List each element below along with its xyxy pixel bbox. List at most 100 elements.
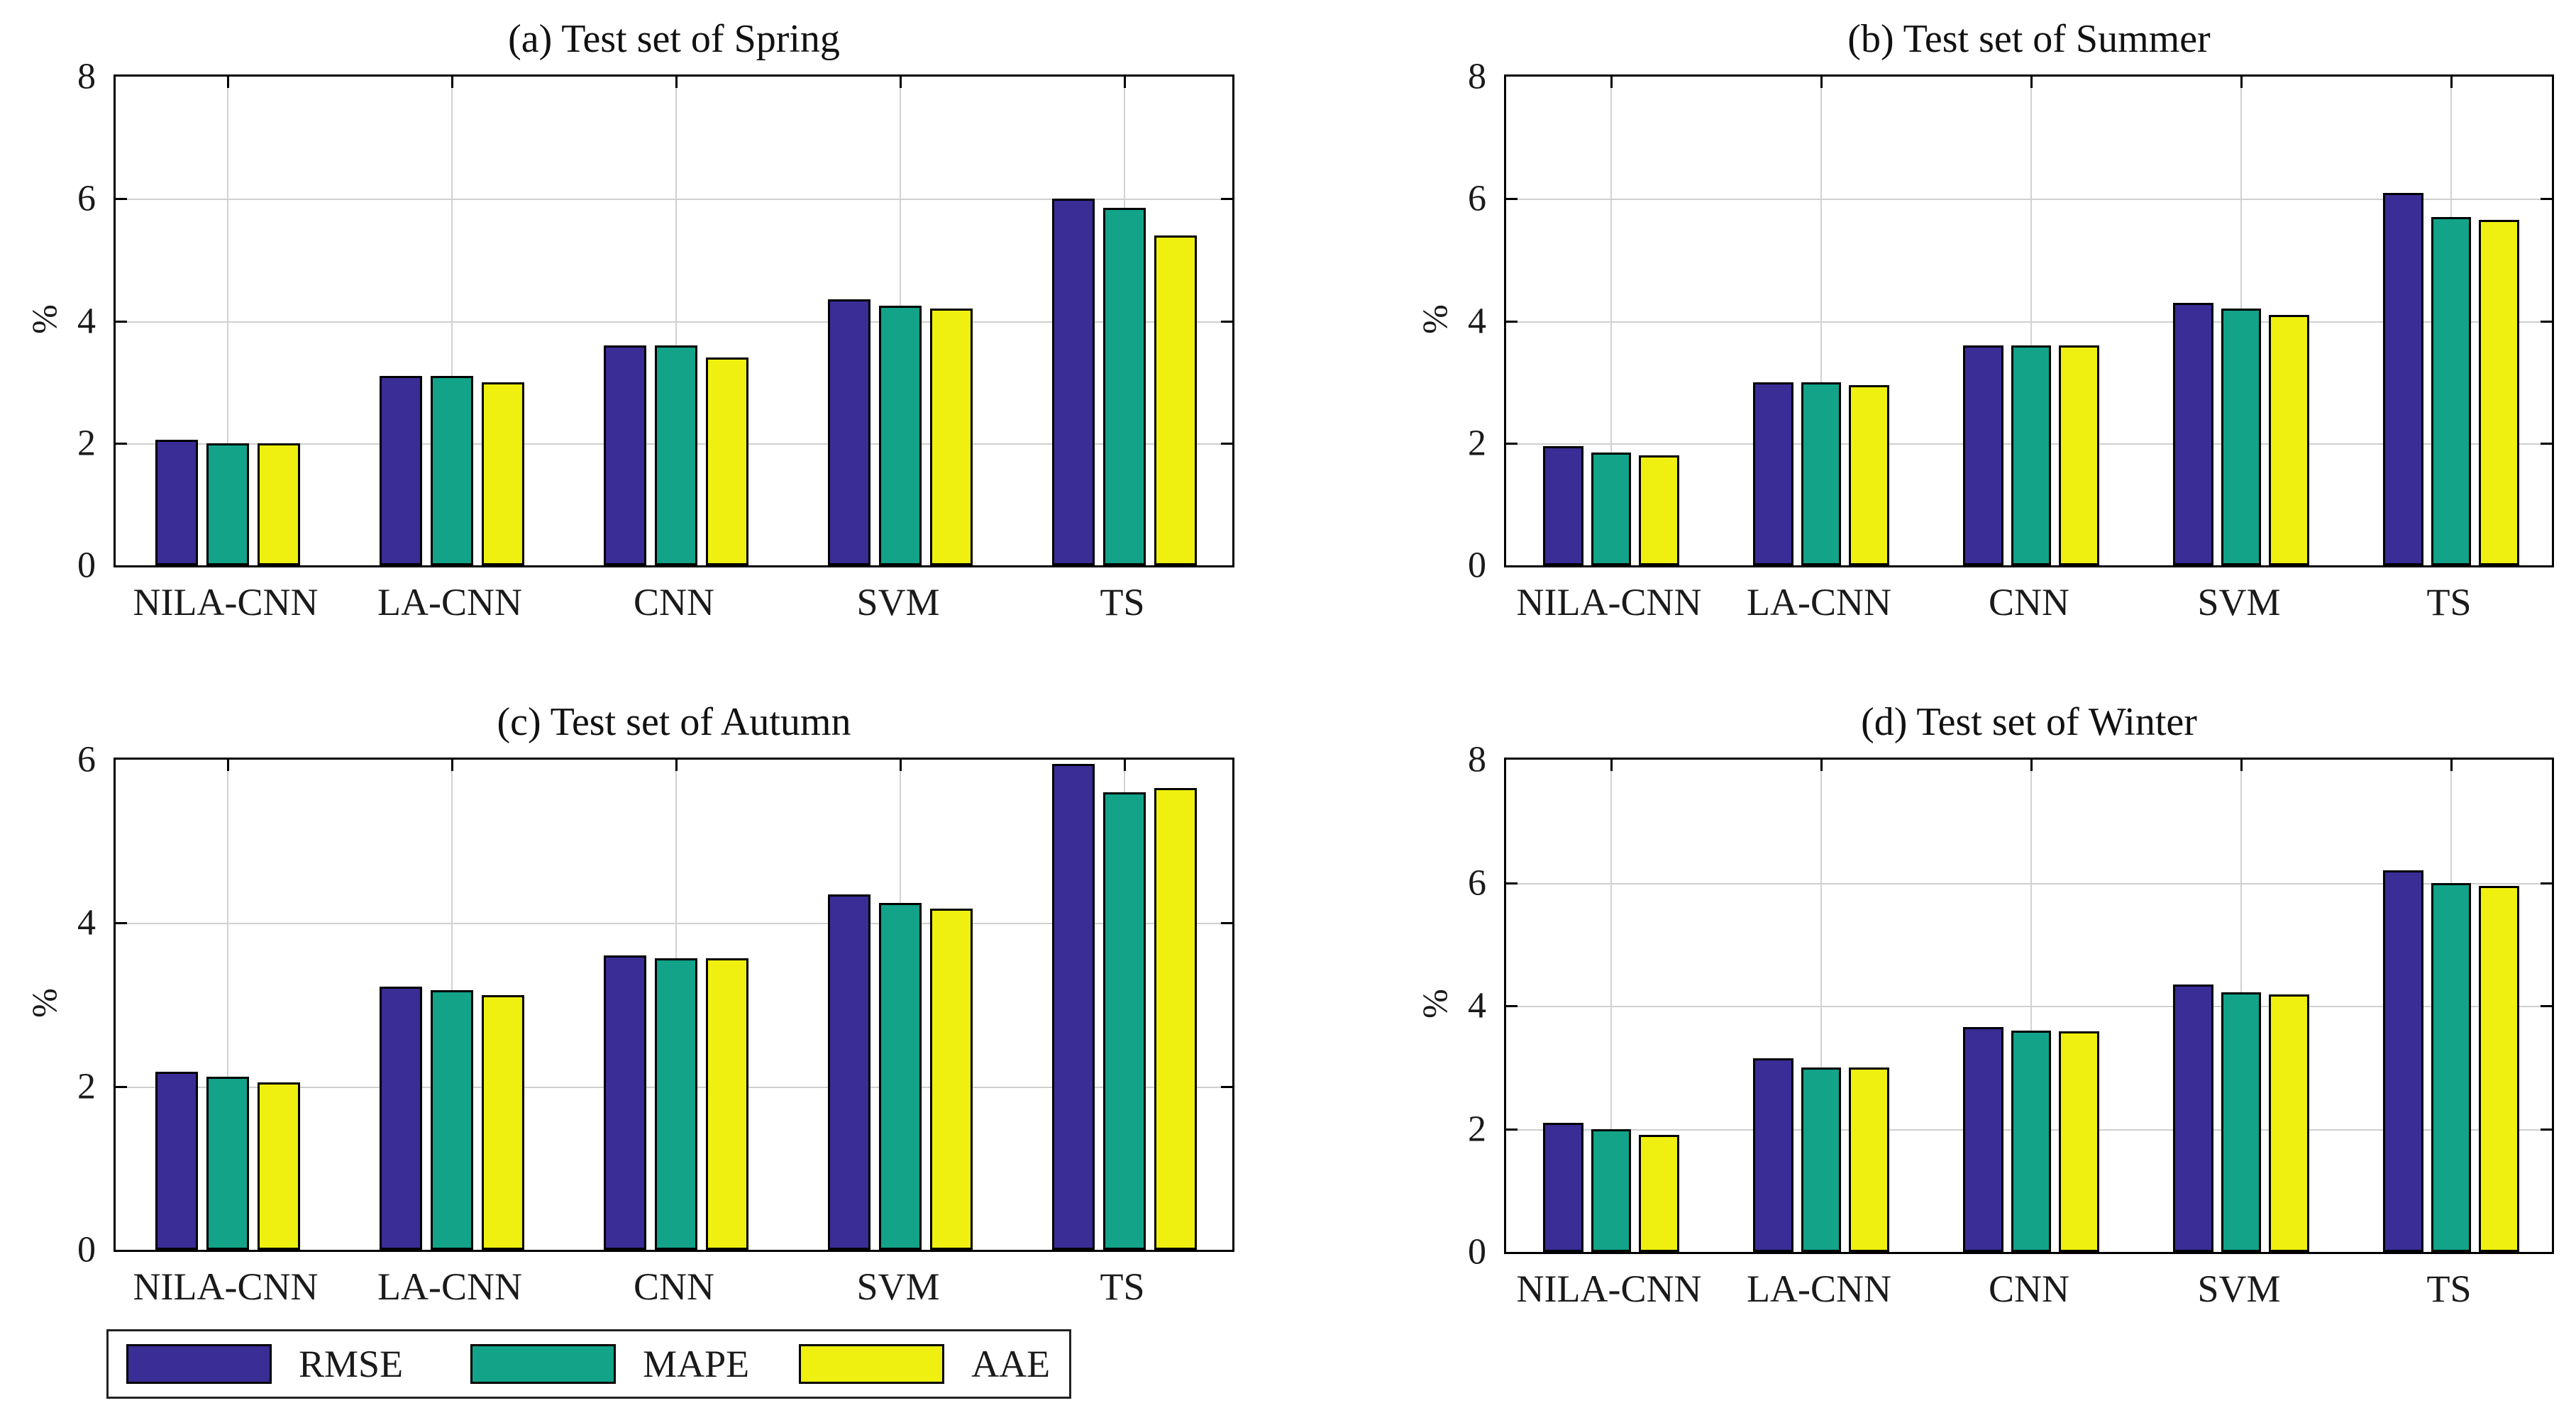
x-tick-label: TS xyxy=(1100,1265,1145,1308)
bar-rmse-nila-cnn xyxy=(1543,1122,1583,1252)
y-tick-right xyxy=(2541,320,2552,323)
x-tick-top xyxy=(2240,77,2243,88)
v-gridline xyxy=(451,77,453,565)
y-tick-left xyxy=(1506,1005,1518,1007)
bar-rmse-la-cnn xyxy=(1753,382,1793,565)
y-tick-label: 2 xyxy=(1468,1109,1486,1149)
y-tick-left xyxy=(1506,882,1518,884)
bar-aae-ts xyxy=(2479,220,2519,565)
bar-mape-nila-cnn xyxy=(206,443,249,565)
y-tick-label: 6 xyxy=(1468,178,1486,219)
x-tick-top xyxy=(1610,760,1613,771)
y-tick-label: 2 xyxy=(77,1066,96,1107)
y-tick-label: 0 xyxy=(1468,545,1486,586)
x-tick-label: NILA-CNN xyxy=(133,581,319,623)
x-tick-top xyxy=(2450,77,2453,88)
x-tick-label: CNN xyxy=(633,581,715,623)
h-gridline xyxy=(116,321,1232,323)
bar-aae-ts xyxy=(1154,788,1198,1250)
y-tick-left xyxy=(116,1085,127,1088)
h-gridline xyxy=(1506,882,2552,884)
bar-aae-svm xyxy=(2269,314,2309,565)
legend-box: RMSE MAPE AAE xyxy=(106,1329,1071,1399)
v-gridline xyxy=(675,77,677,565)
h-gridline xyxy=(116,923,1232,925)
axes-summer xyxy=(1504,74,2554,567)
x-tick-label: SVM xyxy=(856,1265,940,1308)
bar-aae-la-cnn xyxy=(1849,1067,1889,1252)
y-tick-right xyxy=(2541,1128,2552,1131)
y-tick-left xyxy=(1506,320,1518,323)
h-gridline xyxy=(1506,1006,2552,1007)
x-tick-label: CNN xyxy=(1988,581,2070,623)
bar-aae-nila-cnn xyxy=(258,443,301,565)
legend-label-mape: MAPE xyxy=(643,1343,750,1385)
y-tick-left xyxy=(116,198,127,201)
bar-mape-cnn xyxy=(654,345,697,565)
bar-mape-ts xyxy=(2431,217,2472,565)
bar-rmse-svm xyxy=(2173,984,2213,1252)
bar-mape-svm xyxy=(2221,992,2262,1252)
bar-aae-cnn xyxy=(706,357,749,565)
bar-aae-la-cnn xyxy=(1849,384,1889,565)
y-tick-right xyxy=(2541,442,2552,445)
bar-mape-ts xyxy=(1102,792,1146,1250)
bar-rmse-la-cnn xyxy=(1753,1058,1793,1252)
bar-mape-ts xyxy=(2431,882,2472,1252)
x-tick-label: NILA-CNN xyxy=(133,1265,319,1308)
bar-rmse-svm xyxy=(827,894,870,1250)
bar-aae-nila-cnn xyxy=(1639,455,1679,565)
bar-mape-nila-cnn xyxy=(206,1076,249,1250)
y-tick-label: 8 xyxy=(1468,739,1486,780)
bar-rmse-la-cnn xyxy=(379,987,422,1250)
bar-aae-ts xyxy=(1154,235,1198,565)
bar-rmse-cnn xyxy=(1963,345,2003,565)
bar-mape-cnn xyxy=(654,958,697,1250)
bar-mape-la-cnn xyxy=(1801,1067,1842,1252)
x-tick-label: TS xyxy=(1100,581,1145,623)
x-tick-top xyxy=(2450,760,2453,771)
y-tick-label: 0 xyxy=(1468,1231,1486,1272)
bar-mape-cnn xyxy=(2011,345,2052,565)
bar-mape-svm xyxy=(878,902,922,1250)
bar-mape-cnn xyxy=(2011,1030,2052,1252)
y-tick-label: 8 xyxy=(1468,56,1486,97)
y-tick-label: 6 xyxy=(77,178,96,219)
chart-title-summer: (b) Test set of Summer xyxy=(1847,17,2211,61)
y-tick-label: 0 xyxy=(77,545,96,586)
x-tick-top xyxy=(2240,760,2243,771)
x-tick-label: NILA-CNN xyxy=(1516,581,1702,623)
bar-aae-nila-cnn xyxy=(258,1082,301,1250)
y-tick-right xyxy=(2541,882,2552,884)
x-tick-top xyxy=(675,760,678,771)
bar-aae-cnn xyxy=(2059,345,2099,565)
bar-mape-nila-cnn xyxy=(1591,1128,1632,1252)
bar-aae-svm xyxy=(2269,994,2309,1252)
x-tick-label: NILA-CNN xyxy=(1516,1268,1702,1310)
legend-label-aae: AAE xyxy=(971,1343,1051,1385)
x-tick-top xyxy=(450,77,453,88)
x-tick-label: LA-CNN xyxy=(1747,581,1891,623)
x-tick-top xyxy=(1610,77,1613,88)
y-tick-right xyxy=(1221,198,1232,201)
legend-item-aae: AAE xyxy=(799,1342,1050,1386)
y-tick-left xyxy=(1506,198,1518,201)
bar-rmse-nila-cnn xyxy=(155,1071,198,1250)
x-tick-top xyxy=(2030,77,2033,88)
h-gridline xyxy=(1506,321,2552,323)
y-tick-label: 8 xyxy=(77,56,96,97)
bar-aae-nila-cnn xyxy=(1639,1135,1679,1252)
y-tick-right xyxy=(1221,320,1232,323)
x-tick-label: CNN xyxy=(1988,1268,2070,1310)
legend-label-rmse: RMSE xyxy=(299,1343,404,1385)
v-gridline xyxy=(227,760,228,1250)
axes-winter xyxy=(1504,758,2554,1254)
legend-item-rmse: RMSE xyxy=(126,1342,403,1386)
y-tick-right xyxy=(1221,1085,1232,1088)
bar-mape-la-cnn xyxy=(430,376,473,565)
bar-rmse-ts xyxy=(2383,870,2423,1252)
bar-aae-cnn xyxy=(2059,1031,2099,1252)
x-tick-top xyxy=(1820,760,1823,771)
y-tick-left xyxy=(116,922,127,925)
